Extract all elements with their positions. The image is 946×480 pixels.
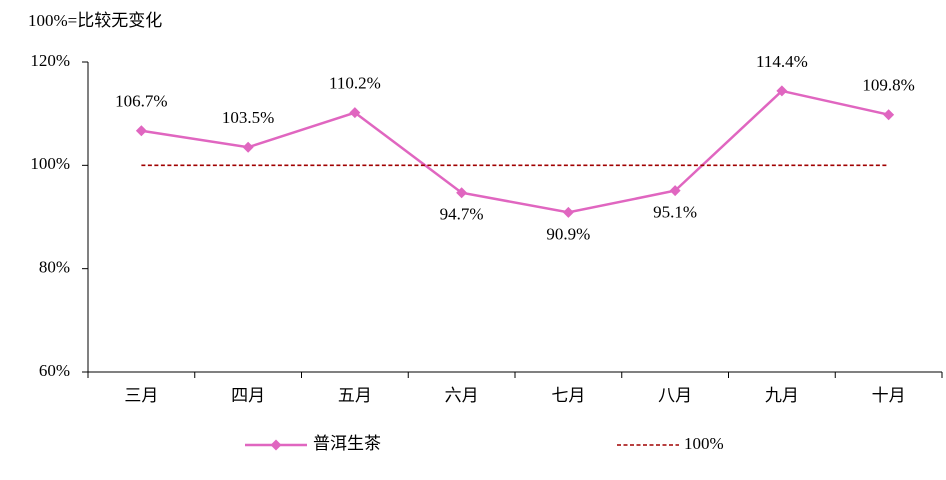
x-tick-label: 九月	[765, 386, 799, 405]
series-line	[141, 89, 889, 214]
y-tick-label: 100%	[30, 154, 70, 173]
x-tick-label: 三月	[124, 386, 158, 405]
data-label: 90.9%	[546, 224, 590, 243]
marker	[776, 85, 788, 97]
data-label: 103.5%	[222, 108, 274, 127]
y-tick-label: 60%	[39, 361, 70, 380]
marker	[456, 187, 468, 199]
data-label: 95.1%	[653, 203, 697, 222]
y-tick-label: 120%	[30, 51, 70, 70]
marker	[669, 185, 681, 197]
marker	[242, 141, 254, 153]
y-tick-label: 80%	[39, 258, 70, 277]
data-label: 114.4%	[756, 52, 808, 71]
legend-marker	[270, 439, 282, 451]
x-tick-label: 十月	[872, 386, 906, 405]
x-tick-label: 八月	[658, 386, 692, 405]
data-label: 109.8%	[862, 76, 914, 95]
x-tick-label: 五月	[338, 386, 372, 405]
marker	[562, 206, 574, 218]
x-tick-label: 七月	[551, 386, 585, 405]
marker	[135, 125, 147, 137]
legend-label: 100%	[684, 434, 724, 453]
marker	[349, 107, 361, 119]
annotation: 100%=比较无变化	[28, 11, 162, 30]
x-tick-label: 六月	[445, 386, 479, 405]
data-label: 106.7%	[115, 92, 167, 111]
data-label: 110.2%	[329, 74, 381, 93]
legend-label: 普洱生茶	[313, 434, 381, 453]
marker	[883, 109, 895, 121]
data-label: 94.7%	[440, 205, 484, 224]
x-tick-label: 四月	[231, 386, 265, 405]
